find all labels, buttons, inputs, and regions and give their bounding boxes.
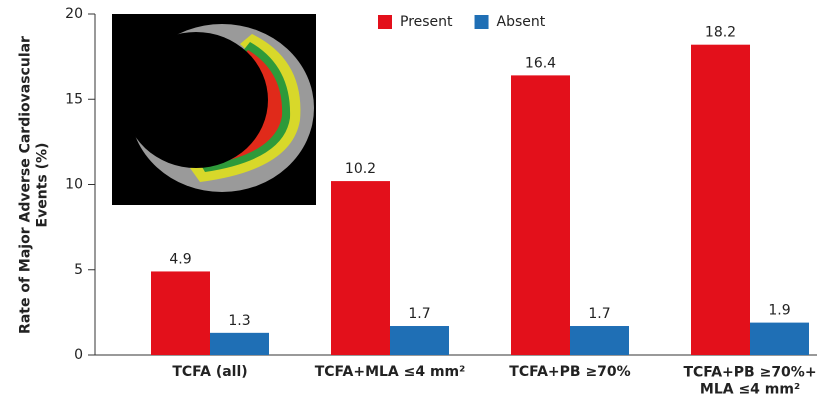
value-label: 1.9 [768,303,790,319]
inset-image [112,14,316,205]
value-label: 1.7 [408,306,430,322]
value-label: 1.3 [228,313,250,329]
bar [210,333,269,355]
bar [331,181,390,355]
x-tick-label: TCFA+MLA ≤4 mm² [315,364,466,380]
y-axis-title: Rate of Major Adverse CardiovascularEven… [18,36,51,334]
y-tick-label: 20 [65,6,83,22]
value-label: 10.2 [345,161,376,177]
chart: 0 5 10 15 20 Rate of Major Adverse Cardiovasc… [0,0,817,399]
bar [390,326,449,355]
legend-swatch [378,15,392,29]
y-tick-label: 5 [74,262,83,278]
y-tick-label: 15 [65,91,83,107]
bar [750,323,809,355]
value-label: 16.4 [525,55,556,71]
legend-label: Present [400,14,453,30]
bar [570,326,629,355]
legend-swatch [475,15,489,29]
value-label: 1.7 [588,306,610,322]
y-tick-label: 0 [74,347,83,363]
bar [151,271,210,355]
y-tick-label: 10 [65,177,83,193]
legend-label: Absent [497,14,546,30]
bar [511,75,570,355]
x-tick-label: TCFA (all) [172,364,247,380]
x-tick-label: TCFA+PB ≥70% [509,364,630,380]
bar [691,45,750,355]
value-label: 18.2 [705,25,736,41]
x-tick-label: TCFA+PB ≥70%+MLA ≤4 mm² [683,365,816,398]
value-label: 4.9 [169,251,191,267]
